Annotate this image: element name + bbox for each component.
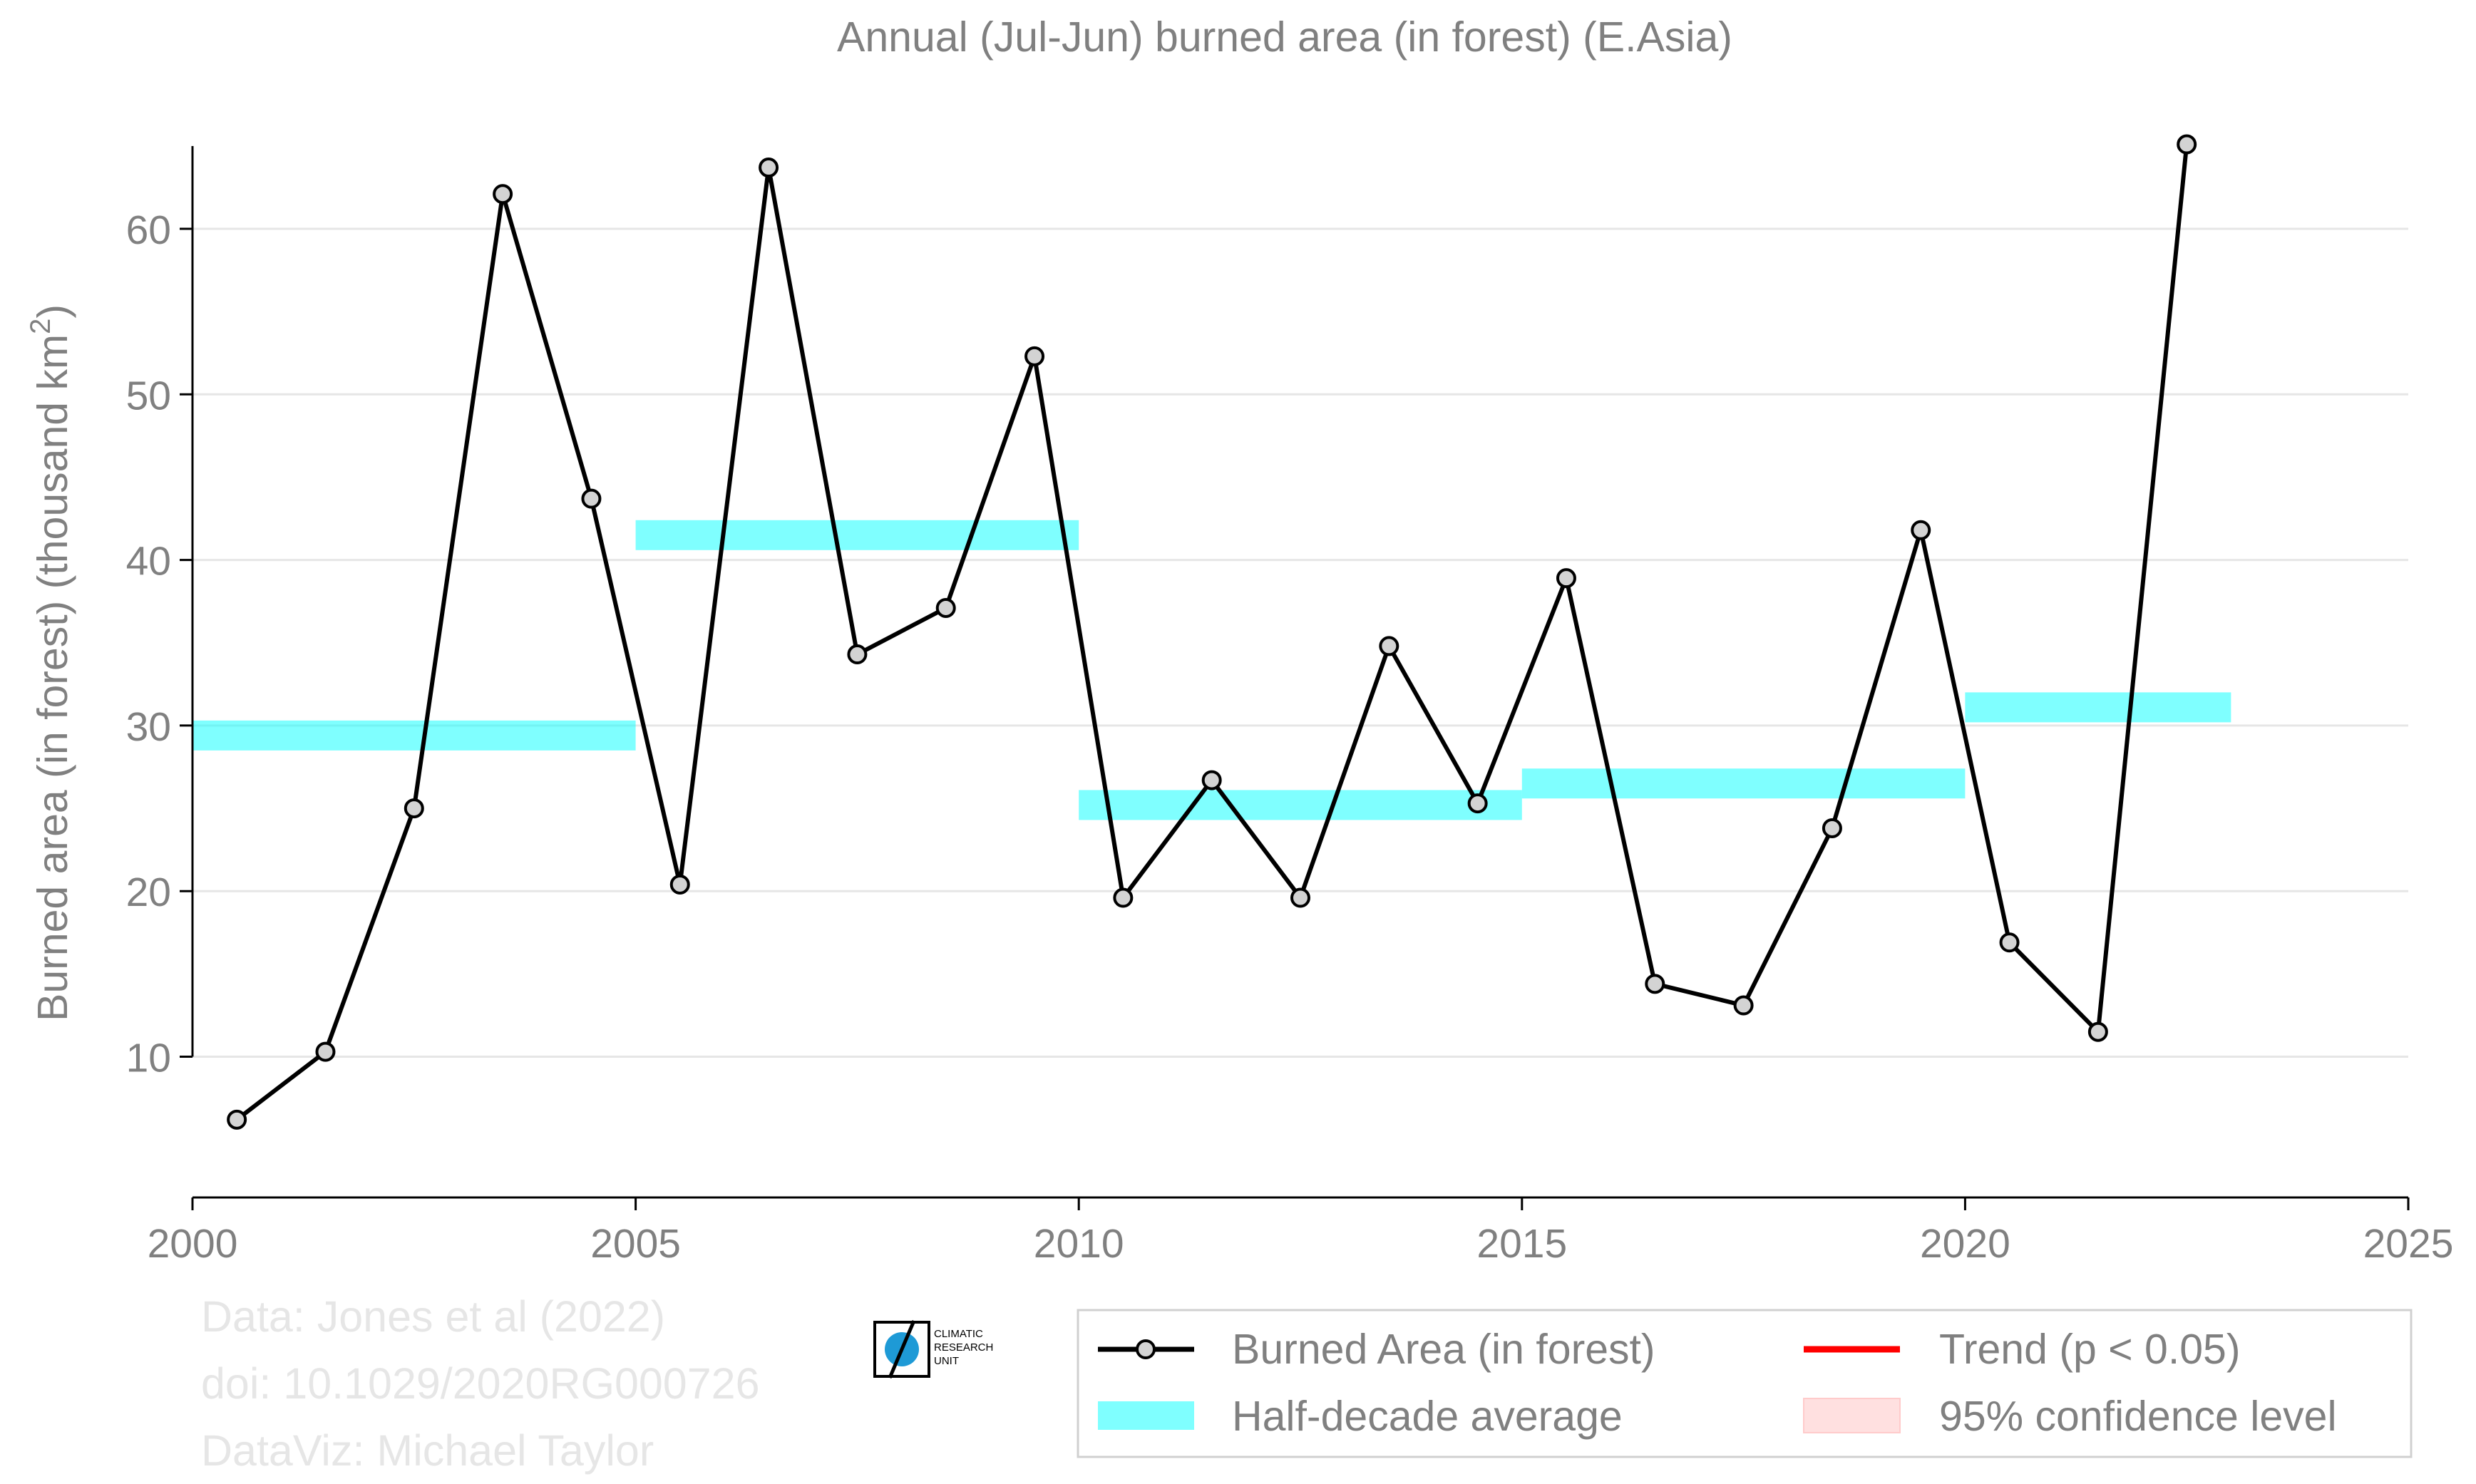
x-tick-label-2000: 2000 [148,1221,238,1267]
chart-title: Annual (Jul-Jun) burned area (in forest)… [837,14,1732,61]
burned-area-series [227,134,2197,1130]
cru-logo-line3: UNIT [934,1355,959,1367]
y-tick-label-60: 60 [126,207,171,253]
cru-logo-slash [888,1320,916,1379]
cru-logo-line1: CLIMATIC [934,1328,983,1340]
data-point-2006.5 [759,158,779,178]
gridlines [192,227,2408,1058]
cru-logo-line2: RESEARCH [934,1341,993,1354]
x-tick-label-2020: 2020 [1920,1221,2010,1267]
data-point-2010.5 [1113,887,1134,908]
legend-burned-marker [1136,1339,1156,1359]
legend-burned-label: Burned Area (in forest) [1232,1326,1655,1373]
data-point-2022.5 [2177,134,2197,155]
half-decade-band-4 [1965,692,2231,723]
data-point-2005.5 [669,874,690,895]
data-point-2007.5 [847,644,868,665]
legend-box [1077,1309,2413,1458]
y-tick-label-20: 20 [126,870,171,915]
legend-confidence-swatch [1803,1398,1901,1433]
half-decade-band-1 [635,520,1079,550]
data-point-2001.5 [315,1041,336,1062]
data-point-2004.5 [581,488,602,509]
legend-half-decade-swatch [1098,1401,1194,1430]
burned-area-line [235,144,2189,1122]
half-decade-band-3 [1521,768,1966,799]
cru-logo: CLIMATIC RESEARCH UNIT [873,1320,993,1379]
data-point-2021.5 [2087,1021,2108,1042]
axes: 10 20 30 40 50 60 2000 2005 2010 2015 2020 2025 [126,145,2454,1267]
data-point-2013.5 [1379,636,1399,656]
data-point-2012.5 [1290,887,1310,908]
y-axis-label: Burned area (in forest) (thousand km2) [25,304,76,1021]
data-credits: Data: Jones et al (2022) doi: 10.1029/20… [201,1283,760,1484]
data-point-2015.5 [1556,568,1576,589]
half-decade-band-2 [1079,790,1522,820]
x-tick-label-2015: 2015 [1476,1221,1567,1267]
data-point-2019.5 [1911,520,1931,540]
x-tick-label-2025: 2025 [2363,1221,2454,1267]
half-decade-band-0 [192,720,636,751]
legend-trend-label: Trend (p < 0.05) [1939,1326,2241,1373]
data-point-2002.5 [404,798,424,819]
x-tick-label-2010: 2010 [1034,1221,1124,1267]
data-point-2020.5 [1999,932,2020,953]
y-tick-label-40: 40 [126,539,171,584]
credit-doi: doi: 10.1029/2020RG000726 [201,1359,760,1408]
credit-dataviz: DataViz: Michael Taylor [201,1426,654,1475]
legend-half-decade-label: Half-decade average [1232,1393,1623,1440]
x-tick-label-2005: 2005 [590,1221,681,1267]
data-point-2009.5 [1024,346,1045,366]
legend-confidence-label: 95% confidence level [1939,1393,2337,1440]
legend: Burned Area (in forest) Trend (p < 0.05)… [1077,1309,2413,1458]
data-point-2014.5 [1467,793,1488,814]
data-point-2003.5 [493,184,513,205]
y-tick-label-10: 10 [126,1036,171,1081]
data-point-2018.5 [1822,818,1842,838]
y-tick-label-50: 50 [126,373,171,418]
data-point-2016.5 [1645,974,1665,994]
half-decade-bands [192,520,2231,820]
y-tick-label-30: 30 [126,704,171,750]
credit-source: Data: Jones et al (2022) [201,1292,666,1341]
data-point-2011.5 [1201,770,1222,790]
data-point-2008.5 [935,597,956,618]
data-point-2017.5 [1733,995,1754,1016]
data-point-2000.5 [227,1109,247,1130]
